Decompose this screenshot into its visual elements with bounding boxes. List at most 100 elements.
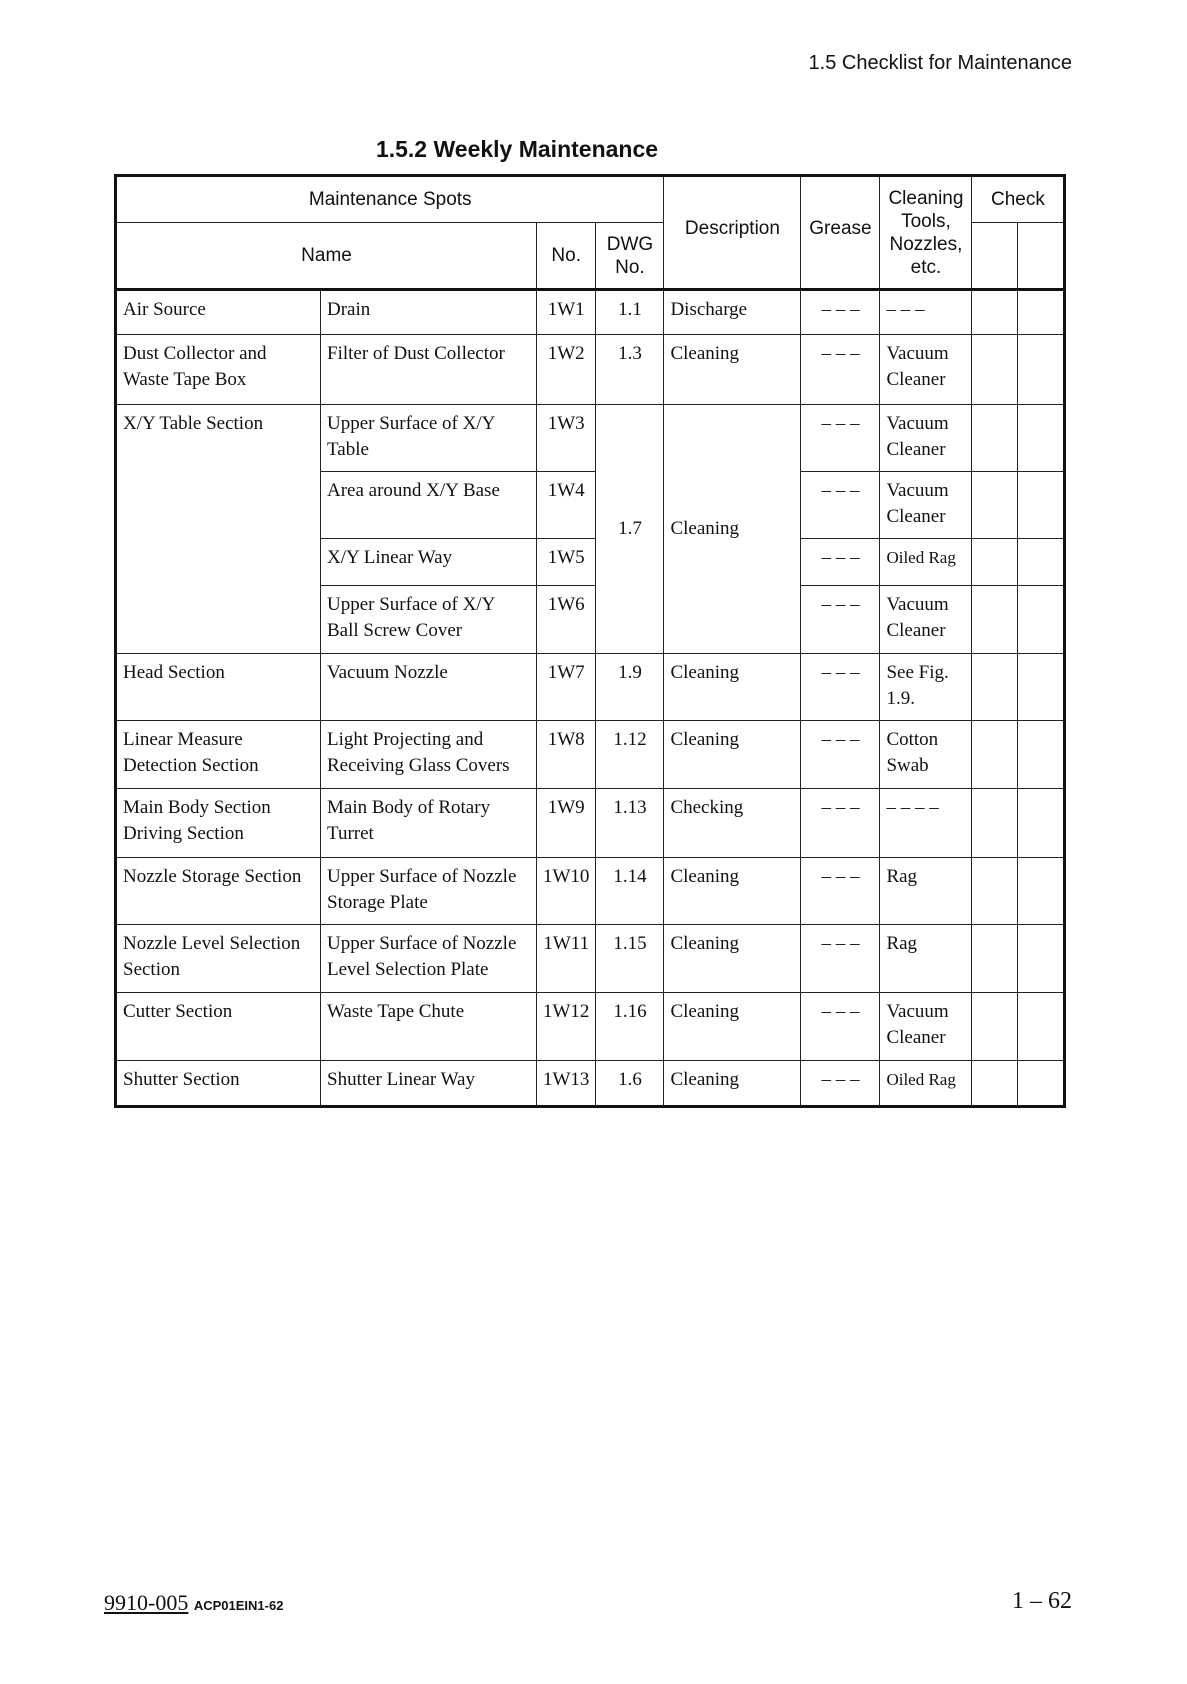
spot-no-cell: 1W2 (535, 334, 597, 405)
table-row: Main Body Section Driving Section Main Bo… (115, 788, 1066, 858)
check-box[interactable] (971, 992, 1019, 1061)
check-box[interactable] (1017, 924, 1066, 993)
page-number: 1 – 62 (1012, 1588, 1072, 1614)
check-box[interactable] (1017, 1060, 1066, 1107)
table-row: Shutter Section Shutter Linear Way 1W13 1.6… (115, 1060, 1066, 1107)
spot-no-cell: 1W8 (535, 720, 597, 789)
table-row: Upper Surface of X/Y Ball Screw Cover 1W6… (116, 585, 1066, 654)
check-box[interactable] (1017, 992, 1066, 1061)
grease-cell: – – – (800, 289, 881, 335)
table-row: Area around X/Y Base 1W4 – – – Vacuum Clean… (116, 471, 1066, 539)
dwg-no-cell: 1.14 (595, 857, 665, 925)
check-box[interactable] (971, 788, 1019, 858)
check-box[interactable] (1017, 585, 1066, 654)
check-box[interactable] (971, 720, 1019, 789)
table-row: Linear Measure Detection Section Light Pr… (115, 720, 1066, 789)
cleaning-tools-cell: Vacuum Cleaner (879, 992, 973, 1061)
check-box[interactable] (1017, 334, 1066, 405)
header-name: Name (115, 222, 537, 291)
spot-no-cell: 1W6 (535, 585, 597, 654)
section-cell: Shutter Section (115, 1060, 321, 1107)
page-title: 1.5.2 Weekly Maintenance (375, 136, 659, 162)
description-cell: Cleaning (663, 404, 802, 654)
check-box[interactable] (971, 289, 1019, 335)
check-box[interactable] (971, 653, 1019, 721)
section-cell: Dust Collector and Waste Tape Box (115, 334, 321, 405)
spot-no-cell: 1W10 (535, 857, 597, 925)
dwg-no-cell: 1.12 (595, 720, 665, 789)
cleaning-tools-cell: Oiled Rag (879, 1060, 973, 1107)
spot-name-cell: X/Y Linear Way (320, 538, 537, 586)
spot-no-cell: 1W4 (535, 471, 597, 539)
check-box[interactable] (971, 857, 1019, 925)
grease-cell: – – – (800, 924, 881, 993)
header-maintenance-spots: Maintenance Spots (114, 175, 665, 223)
dwg-no-cell: 1.6 (595, 1060, 665, 1107)
section-cell: Air Source (115, 289, 321, 335)
spot-no-cell: 1W1 (535, 289, 597, 335)
dwg-no-cell: 1.15 (595, 924, 665, 993)
grease-cell: – – – (800, 471, 881, 539)
description-cell: Cleaning (663, 924, 802, 993)
spot-name-cell: Upper Surface of Nozzle Level Selection … (320, 924, 537, 993)
check-box[interactable] (971, 924, 1019, 993)
grease-cell: – – – (800, 585, 881, 654)
section-cell: Head Section (115, 653, 321, 721)
maintenance-table: Maintenance Spots Description Grease Cle… (114, 174, 1067, 1108)
cleaning-tools-cell: Vacuum Cleaner (879, 471, 973, 539)
grease-cell: – – – (800, 334, 881, 405)
table-row: Head Section Vacuum Nozzle 1W7 1.9 Cleaning –… (115, 653, 1066, 721)
dwg-no-cell: 1.9 (595, 653, 665, 721)
spot-name-cell: Light Projecting and Receiving Glass Cov… (320, 720, 537, 789)
spot-no-cell: 1W12 (535, 992, 597, 1061)
check-box[interactable] (971, 538, 1019, 586)
section-cell: Nozzle Storage Section (115, 857, 321, 925)
spot-no-cell: 1W11 (535, 924, 597, 993)
description-cell: Cleaning (663, 653, 802, 721)
check-box[interactable] (1017, 720, 1066, 789)
spot-name-cell: Waste Tape Chute (320, 992, 537, 1061)
running-head: 1.5 Checklist for Maintenance (808, 52, 1072, 74)
spot-name-cell: Main Body of Rotary Turret (320, 788, 537, 858)
check-box[interactable] (1017, 471, 1066, 539)
check-box[interactable] (971, 471, 1019, 539)
check-box[interactable] (1017, 404, 1066, 472)
description-cell: Checking (663, 788, 802, 858)
spot-name-cell: Shutter Linear Way (320, 1060, 537, 1107)
grease-cell: – – – (800, 653, 881, 721)
check-box[interactable] (1017, 653, 1066, 721)
cleaning-tools-cell: – – – (879, 289, 973, 335)
cleaning-tools-cell: Rag (879, 924, 973, 993)
table-row: Nozzle Level Selection Section Upper Surf… (115, 924, 1066, 993)
grease-cell: – – – (800, 720, 881, 789)
cleaning-tools-cell: Oiled Rag (879, 538, 973, 586)
check-box[interactable] (1017, 289, 1066, 335)
check-box[interactable] (971, 1060, 1019, 1107)
spot-no-cell: 1W7 (535, 653, 597, 721)
table-row: X/Y Table Section Upper Surface of X/Y Ta… (115, 404, 1066, 654)
check-col-2 (1017, 222, 1066, 291)
spot-name-cell: Upper Surface of X/Y Ball Screw Cover (320, 585, 537, 654)
cleaning-tools-cell: Vacuum Cleaner (879, 334, 973, 405)
check-box[interactable] (1017, 538, 1066, 586)
check-box[interactable] (1017, 857, 1066, 925)
table-row: Cutter Section Waste Tape Chute 1W12 1.16 Cl… (115, 992, 1066, 1061)
check-box[interactable] (971, 334, 1019, 405)
check-box[interactable] (971, 585, 1019, 654)
table-row: Air Source Drain 1W1 1.1 Discharge – – – – – – (115, 289, 1066, 335)
description-cell: Cleaning (663, 857, 802, 925)
description-cell: Discharge (663, 289, 802, 335)
spot-name-cell: Filter of Dust Collector (320, 334, 537, 405)
footer-code: 9910-005 ACP01EIN1-62 (104, 1590, 283, 1616)
dwg-no-cell: 1.7 (595, 404, 665, 654)
table-row: X/Y Linear Way 1W5 – – – Oiled Rag (116, 538, 1066, 586)
dwg-no-cell: 1.3 (595, 334, 665, 405)
section-cell: X/Y Table Section (115, 404, 321, 654)
check-box[interactable] (971, 404, 1019, 472)
header-check: Check (971, 175, 1066, 223)
spot-name-cell: Vacuum Nozzle (320, 653, 537, 721)
spot-no-cell: 1W9 (535, 788, 597, 858)
check-box[interactable] (1017, 788, 1066, 858)
doc-id: ACP01EIN1-62 (193, 1598, 284, 1613)
